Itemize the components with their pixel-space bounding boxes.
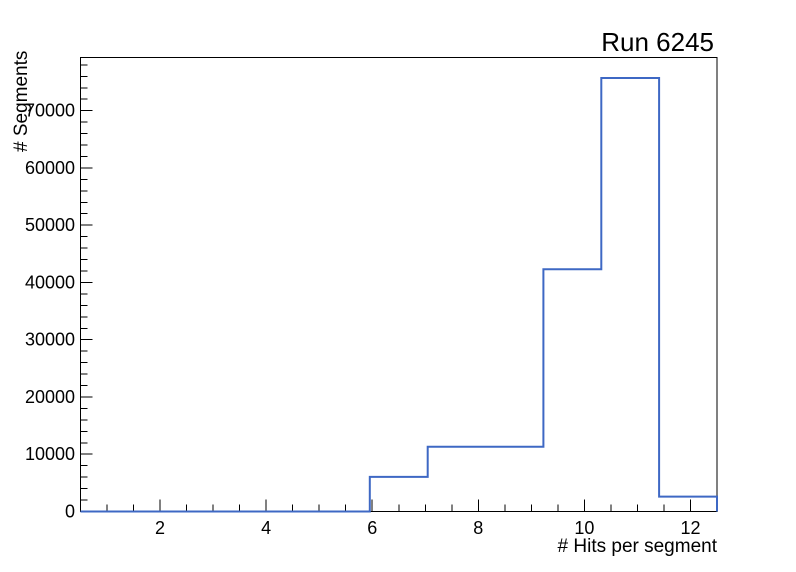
y-tick-label: 0 [65, 502, 75, 522]
plot-title: Run 6245 [601, 27, 714, 57]
x-axis-title: # Hits per segment [558, 536, 718, 557]
y-tick-label: 30000 [25, 330, 75, 350]
axis-tick-labels: 2 4 6 8 10 12 0 10000 20000 30000 40000 50000 60000 7… [25, 101, 701, 538]
y-tick-label: 40000 [25, 272, 75, 292]
y-tick-label: 50000 [25, 215, 75, 235]
y-tick-label: 10000 [25, 444, 75, 464]
x-tick-label: 2 [155, 518, 165, 538]
x-tick-label: 6 [367, 518, 377, 538]
y-axis-title: # Segments [11, 51, 32, 152]
x-tick-label: 4 [261, 518, 271, 538]
y-tick-label: 60000 [25, 158, 75, 178]
y-tick-label: 70000 [25, 101, 75, 121]
x-tick-label: 10 [574, 518, 594, 538]
x-tick-label: 12 [680, 518, 700, 538]
histogram-line [80, 77, 718, 513]
y-tick-label: 20000 [25, 387, 75, 407]
x-tick-label: 8 [473, 518, 483, 538]
